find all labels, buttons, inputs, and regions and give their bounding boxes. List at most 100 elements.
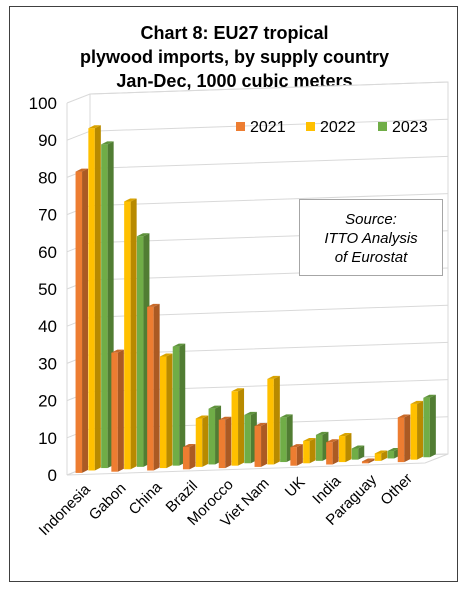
bar-front — [75, 171, 83, 473]
bar-side — [189, 443, 196, 470]
bar-top — [88, 125, 101, 129]
bar-2021-gabon — [111, 349, 124, 472]
bar-top — [182, 443, 196, 447]
bar-top — [338, 433, 352, 437]
chart-frame: Chart 8: EU27 tropical plywood imports, … — [9, 6, 458, 582]
bar-front — [397, 417, 405, 463]
y-tick-label: 30 — [38, 354, 57, 373]
bar-2021-morocco — [218, 416, 232, 469]
bar-side — [404, 414, 411, 463]
bar-front — [244, 414, 251, 464]
bar-2021-brazil — [182, 443, 196, 470]
bar-2021-viet-nam — [254, 422, 268, 467]
bar-front — [315, 434, 323, 461]
bar-front — [208, 408, 216, 465]
bar-top — [124, 198, 137, 202]
bar-top — [172, 343, 186, 347]
bar-front — [280, 417, 287, 463]
bar-side — [166, 353, 173, 469]
bar-side — [117, 349, 124, 472]
y-tick-label: 80 — [38, 168, 57, 187]
bar-side — [225, 416, 232, 469]
bar-2022-china — [159, 353, 173, 469]
bar-side — [238, 388, 245, 466]
bar-2021-india — [326, 439, 339, 465]
bar-2022-viet-nam — [267, 375, 280, 465]
bar-top — [351, 445, 365, 449]
bar-2022-india — [338, 433, 352, 463]
source-annotation: Source: ITTO Analysis of Eurostat — [299, 199, 443, 276]
bar-front — [195, 418, 203, 467]
bar-side — [130, 198, 137, 470]
bar-2021-paraguay — [361, 458, 375, 464]
bar-front — [124, 201, 131, 470]
bar-front — [231, 391, 239, 466]
bar-side — [202, 415, 209, 467]
y-tick-label: 0 — [48, 466, 57, 485]
bar-top — [315, 431, 329, 435]
y-tick-label: 10 — [38, 429, 57, 448]
bar-front — [218, 419, 226, 469]
bar-2022-morocco — [231, 388, 245, 466]
bar-top — [75, 168, 89, 172]
bar-top — [218, 416, 232, 420]
bar-side — [153, 303, 160, 471]
bar-side — [381, 450, 388, 461]
x-tick-label: Indonesia — [36, 481, 94, 539]
bar-top — [423, 394, 436, 398]
bar-top — [254, 422, 268, 426]
bar-side — [261, 422, 268, 467]
x-tick-label: Gabon — [86, 480, 130, 524]
bar-top — [136, 233, 150, 237]
bar-side — [296, 444, 303, 466]
y-tick-label: 100 — [29, 94, 57, 113]
y-tick-label: 50 — [38, 280, 57, 299]
bar-front — [423, 397, 430, 458]
bar-front — [88, 128, 95, 471]
legend-label-2022: 2022 — [320, 119, 356, 136]
bar-top — [195, 415, 209, 419]
bar-top — [397, 414, 411, 418]
bar-front — [290, 447, 297, 466]
bar-2022-gabon — [124, 198, 137, 470]
bar-front — [136, 236, 144, 467]
bar-top — [387, 448, 401, 452]
bar-side — [417, 400, 424, 460]
bar-2022-paraguay — [374, 450, 388, 461]
bar-side — [94, 125, 101, 471]
bar-top — [101, 141, 114, 145]
legend-swatch-2022 — [306, 122, 315, 131]
legend-label-2021: 2021 — [250, 119, 286, 136]
bar-2022-brazil — [195, 415, 209, 467]
bar-front — [351, 448, 359, 460]
y-tick-label: 40 — [38, 317, 57, 336]
bar-top — [159, 353, 173, 357]
bar-front — [147, 306, 154, 471]
bar-front — [374, 453, 382, 461]
bar-side — [358, 445, 365, 460]
legend-label-2023: 2023 — [392, 119, 428, 136]
bar-side — [429, 394, 436, 458]
bar-top — [290, 444, 303, 448]
bar-2023-china — [172, 343, 186, 466]
bar-side — [82, 168, 89, 473]
x-tick-label: Other — [377, 470, 416, 509]
bar-side — [332, 439, 339, 465]
bar-front — [172, 346, 180, 466]
bar-front — [303, 440, 310, 464]
legend-swatch-2023 — [378, 122, 387, 131]
bar-front — [387, 451, 395, 459]
bar-side — [273, 375, 280, 465]
bar-top — [147, 303, 160, 307]
bar-top — [326, 439, 339, 443]
bar-top — [374, 450, 388, 454]
bar-side — [179, 343, 186, 466]
bar-front — [111, 352, 118, 472]
bar-top — [280, 414, 293, 418]
bar-front — [410, 403, 418, 460]
bar-2022-indonesia — [88, 125, 101, 471]
bar-top — [361, 458, 375, 462]
bar-2021-china — [147, 303, 160, 471]
bar-top — [244, 411, 257, 415]
bar-2022-uk — [303, 437, 316, 464]
